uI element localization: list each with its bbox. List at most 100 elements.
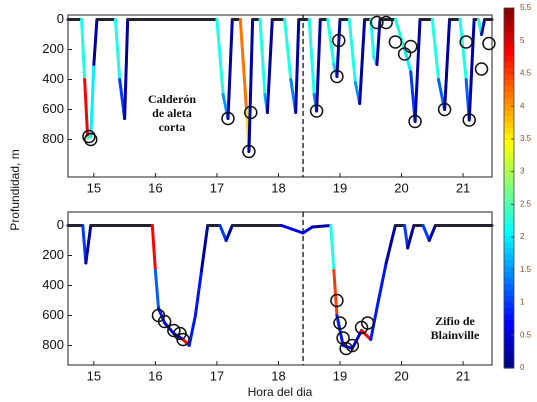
profile-segment [247, 18, 255, 153]
colorbar-band [504, 98, 514, 105]
profile-segment [265, 18, 274, 114]
colorbar-band [504, 344, 514, 351]
colorbar-band [504, 236, 514, 243]
colorbar-band [504, 68, 514, 75]
colorbar-band [504, 248, 514, 255]
x-tick-label: 20 [394, 180, 408, 195]
profile-segment [467, 18, 476, 122]
profile-segment [413, 18, 422, 123]
x-tick-label: 18 [271, 368, 285, 383]
y-tick-label: 600 [42, 101, 64, 116]
profile-segment [430, 18, 440, 81]
y-tick-label: 0 [57, 217, 64, 232]
event-marker [330, 293, 344, 308]
profile-segment [153, 269, 160, 310]
profile-segment [80, 18, 87, 81]
colorbar-tick-label: 1.5 [520, 265, 532, 274]
colorbar-band [504, 314, 514, 321]
colorbar-band [504, 356, 514, 363]
colorbar-band [504, 50, 514, 57]
event-marker [360, 316, 375, 330]
profile-segment [89, 63, 96, 138]
x-tick-label: 19 [333, 368, 347, 383]
colorbar-band [504, 332, 514, 339]
colorbar-band [504, 164, 514, 171]
profile-segment [123, 18, 130, 120]
colorbar-tick-label: 0.5 [520, 330, 532, 339]
colorbar-band [504, 260, 514, 267]
event-marker [333, 316, 347, 330]
x-tick-label: 17 [210, 180, 224, 195]
profile-segment [113, 18, 122, 81]
profile-segment [375, 18, 382, 66]
profile-segment [84, 224, 93, 265]
event-marker [332, 33, 346, 48]
profile-segment [360, 329, 373, 341]
colorbar-tick-label: 3.5 [520, 134, 532, 143]
colorbar-band [504, 38, 514, 45]
event-marker [379, 15, 393, 30]
x-tick-label: 18 [271, 180, 285, 195]
event-marker [404, 39, 418, 54]
profile-segment [193, 269, 204, 317]
profile-segment [341, 344, 354, 350]
profile-segment [218, 224, 228, 242]
profile-segment [358, 18, 367, 105]
colorbar-band [504, 188, 514, 195]
colorbar-band [504, 134, 514, 141]
colorbar-band [504, 212, 514, 219]
colorbar-band [504, 110, 514, 117]
event-marker [408, 114, 422, 129]
profile-segment [258, 18, 267, 96]
profile-segment [480, 18, 487, 36]
colorbar-band [504, 200, 514, 207]
profile-segment [150, 224, 157, 272]
profile-segment [326, 18, 336, 66]
x-tick-label: 16 [148, 180, 162, 195]
profile-segment [406, 224, 416, 250]
colorbar-band [504, 32, 514, 39]
profile-segment [332, 269, 339, 317]
event-marker [244, 105, 258, 120]
colorbar-tick-label: 5.5 [520, 3, 532, 12]
profile-segment [310, 224, 333, 229]
colorbar-tick-label: 2.5 [520, 199, 532, 208]
y-tick-label: 400 [42, 71, 64, 86]
profile-segment [403, 48, 413, 74]
colorbar-band [504, 146, 514, 153]
event-marker [84, 132, 98, 147]
colorbar-band [504, 326, 514, 333]
colorbar-band [504, 122, 514, 129]
colorbar-tick-label: 2 [520, 232, 525, 241]
colorbar-band [504, 80, 514, 87]
profile-segment [283, 18, 293, 81]
annotation: de aleta [152, 106, 192, 120]
profile-segment [375, 261, 388, 310]
colorbar-band [504, 266, 514, 273]
x-tick-label: 20 [394, 368, 408, 383]
colorbar-band [504, 56, 514, 63]
colorbar-band [504, 86, 514, 93]
profile-segment [92, 18, 99, 66]
profile-segment [280, 224, 305, 235]
colorbar-band [504, 224, 514, 231]
colorbar-band [504, 362, 514, 369]
colorbar-tick-label: 0 [520, 363, 525, 372]
profile-segment [224, 224, 234, 242]
colorbar-band [504, 230, 514, 237]
profile-segment [301, 225, 314, 235]
event-marker [242, 144, 256, 159]
profile-segment [215, 18, 225, 96]
event-marker [309, 104, 324, 118]
colorbar-band [504, 140, 514, 147]
colorbar-band [504, 320, 514, 327]
colorbar-band [504, 338, 514, 345]
annotation: Calderón [148, 92, 196, 106]
event-marker [330, 69, 344, 84]
colorbar-band [504, 194, 514, 201]
event-marker [221, 111, 235, 126]
colorbar-band [504, 350, 514, 357]
colorbar-band [504, 128, 514, 135]
annotation: Zifio de [435, 314, 475, 328]
